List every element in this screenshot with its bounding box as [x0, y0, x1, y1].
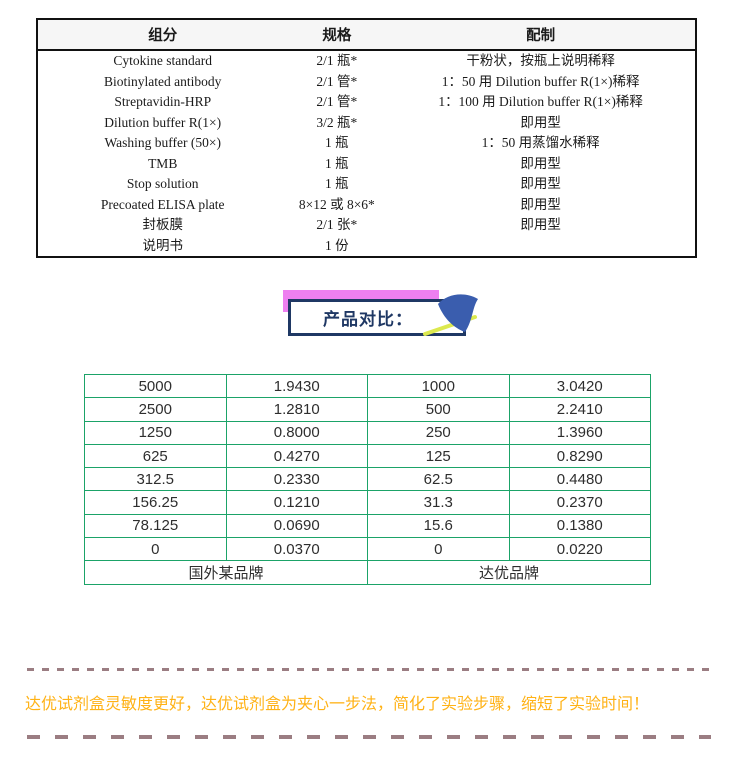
component-preparation-cell: 1：50 用 Dilution buffer R(1×)稀释	[441, 73, 640, 89]
component-name-cell: Biotinylated antibody	[104, 73, 222, 89]
component-name-cell: Washing buffer (50×)	[104, 135, 221, 150]
concentration-right-cell: 250	[367, 420, 510, 445]
od-left-cell: 0.0370	[225, 537, 368, 562]
components-row: Biotinylated antibody 2/1 管* 1：50 用 Dilu…	[37, 72, 696, 93]
components-table: 组分 规格 配制 Cytokine standard 2/1 瓶* 干粉状，按瓶…	[36, 18, 697, 258]
component-name-cell: Streptavidin-HRP	[114, 94, 212, 109]
od-right-cell: 2.2410	[508, 397, 651, 422]
component-preparation-cell: 即用型	[520, 196, 561, 212]
concentration-left-cell: 0	[84, 537, 227, 562]
component-spec-cell: 3/2 瓶*	[316, 114, 358, 130]
concentration-left-cell: 5000	[84, 373, 227, 399]
comparison-table: 5000 1.9430 1000 3.0420 2500 1.2810 500 …	[84, 373, 651, 585]
components-row: Precoated ELISA plate 8×12 或 8×6* 即用型	[37, 195, 696, 216]
concentration-right-cell: 1000	[367, 373, 510, 399]
od-right-cell: 0.1380	[508, 513, 651, 539]
component-spec-cell: 2/1 管*	[316, 94, 358, 109]
component-spec-cell: 1 瓶	[325, 176, 349, 191]
component-spec-cell: 2/1 瓶*	[316, 53, 358, 68]
concentration-right-cell: 31.3	[367, 490, 510, 515]
concentration-left-cell: 78.125	[84, 513, 227, 539]
component-preparation-cell	[386, 236, 696, 258]
components-row: 封板膜 2/1 张* 即用型	[37, 215, 696, 236]
od-right-cell: 0.0220	[508, 537, 651, 562]
sensitivity-note: 达优试剂盒灵敏度更好，达优试剂盒为夹心一步法，简化了实验步骤，缩短了实验时间！	[25, 696, 650, 713]
od-right-cell: 0.4480	[508, 467, 651, 492]
component-name-cell: Precoated ELISA plate	[100, 196, 225, 212]
comparison-row: 78.125 0.0690 15.6 0.1380	[84, 513, 651, 539]
brand-left-cell: 国外某品牌	[84, 560, 368, 585]
comparison-row: 2500 1.2810 500 2.2410	[84, 397, 651, 422]
components-row: Dilution buffer R(1×) 3/2 瓶* 即用型	[37, 113, 696, 134]
brand-row: 国外某品牌 达优品牌	[84, 560, 651, 585]
product-comparison-badge: 产品对比：	[276, 286, 488, 342]
components-row: Washing buffer (50×) 1 瓶 1：50 用蒸馏水稀释	[37, 133, 696, 154]
component-name-cell: Dilution buffer R(1×)	[104, 114, 222, 130]
od-right-cell: 0.8290	[508, 443, 651, 469]
component-preparation-cell: 即用型	[520, 217, 561, 232]
component-name-cell: TMB	[148, 155, 178, 171]
component-name-cell: 说明书	[142, 237, 183, 253]
components-header-row: 组分 规格 配制	[37, 19, 696, 51]
flag-pen-icon	[423, 294, 478, 336]
component-preparation-cell: 1：100 用 Dilution buffer R(1×)稀释	[438, 94, 643, 109]
note-divider-bottom	[27, 735, 711, 739]
component-spec-cell: 1 瓶	[325, 135, 349, 150]
comparison-row: 312.5 0.2330 62.5 0.4480	[84, 467, 651, 492]
comparison-row: 5000 1.9430 1000 3.0420	[84, 373, 651, 399]
od-left-cell: 0.2330	[225, 467, 368, 492]
od-left-cell: 1.2810	[225, 397, 368, 422]
concentration-right-cell: 62.5	[367, 467, 510, 492]
od-left-cell: 0.4270	[225, 443, 368, 469]
comparison-row: 156.25 0.1210 31.3 0.2370	[84, 490, 651, 515]
component-spec-cell: 1 份	[325, 237, 349, 253]
component-name-cell: 封板膜	[142, 217, 183, 232]
badge-title: 产品对比：	[323, 310, 413, 329]
concentration-right-cell: 0	[367, 537, 510, 562]
concentration-left-cell: 2500	[84, 397, 227, 422]
od-left-cell: 0.8000	[225, 420, 368, 445]
concentration-right-cell: 125	[367, 443, 510, 469]
od-left-cell: 1.9430	[225, 373, 368, 399]
comparison-row: 625 0.4270 125 0.8290	[84, 443, 651, 469]
component-spec-cell: 8×12 或 8×6*	[298, 196, 375, 212]
concentration-right-cell: 500	[367, 397, 510, 422]
od-right-cell: 3.0420	[508, 373, 651, 399]
comparison-row: 0 0.0370 0 0.0220	[84, 537, 651, 562]
component-preparation-cell: 干粉状，按瓶上说明稀释	[466, 53, 615, 68]
concentration-left-cell: 156.25	[84, 490, 227, 515]
component-preparation-cell: 即用型	[520, 114, 561, 130]
component-preparation-cell: 1：50 用蒸馏水稀释	[481, 135, 600, 150]
component-preparation-cell: 即用型	[520, 155, 561, 171]
components-row: Streptavidin-HRP 2/1 管* 1：100 用 Dilution…	[37, 92, 696, 113]
comparison-row: 1250 0.8000 250 1.3960	[84, 420, 651, 445]
note-divider-top	[27, 668, 711, 671]
header-component: 组分	[37, 19, 288, 51]
components-row: 说明书 1 份	[37, 236, 696, 258]
od-left-cell: 0.1210	[225, 490, 368, 515]
brand-right-cell: 达优品牌	[367, 560, 651, 585]
concentration-left-cell: 625	[84, 443, 227, 469]
component-preparation-cell: 即用型	[520, 176, 561, 191]
od-right-cell: 0.2370	[508, 490, 651, 515]
concentration-right-cell: 15.6	[367, 513, 510, 539]
component-spec-cell: 1 瓶	[325, 155, 349, 171]
components-row: Stop solution 1 瓶 即用型	[37, 174, 696, 195]
component-name-cell: Cytokine standard	[113, 53, 212, 68]
component-name-cell: Stop solution	[126, 176, 199, 191]
header-preparation: 配制	[386, 19, 696, 51]
concentration-left-cell: 1250	[84, 420, 227, 445]
components-row: TMB 1 瓶 即用型	[37, 154, 696, 175]
component-spec-cell: 2/1 张*	[316, 217, 358, 232]
od-right-cell: 1.3960	[508, 420, 651, 445]
header-spec: 规格	[287, 19, 387, 51]
concentration-left-cell: 312.5	[84, 467, 227, 492]
od-left-cell: 0.0690	[225, 513, 368, 539]
component-spec-cell: 2/1 管*	[316, 73, 358, 89]
components-row: Cytokine standard 2/1 瓶* 干粉状，按瓶上说明稀释	[37, 50, 696, 72]
